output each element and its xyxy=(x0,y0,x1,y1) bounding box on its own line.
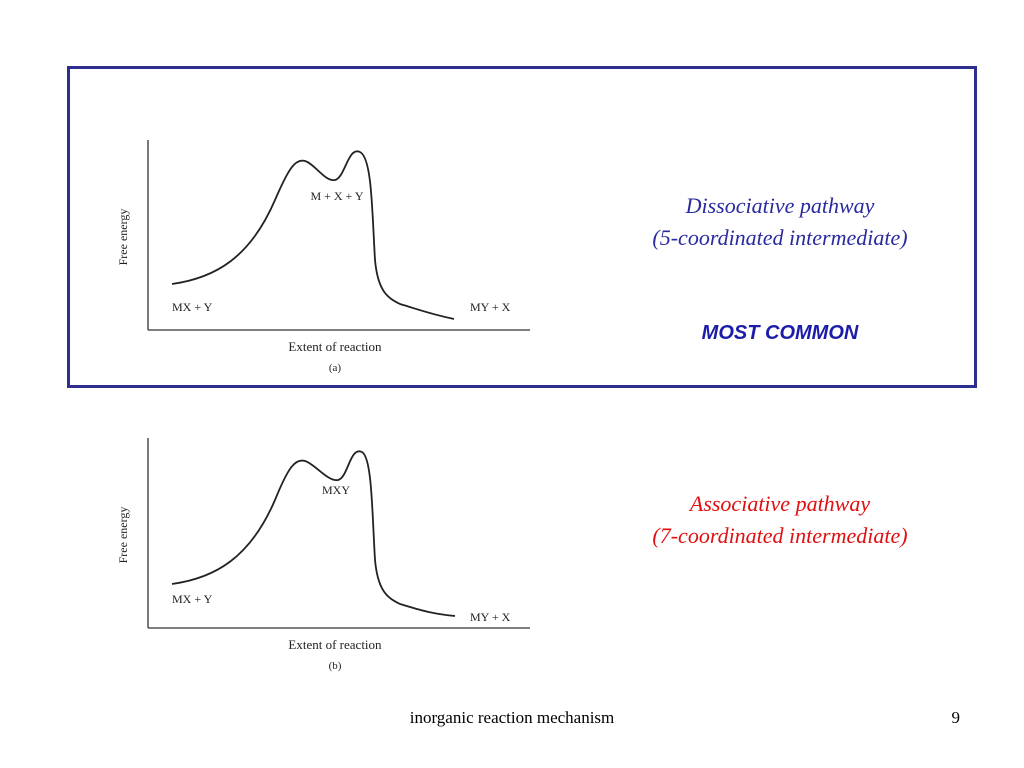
energy-diagram-dissociative: Free energy Extent of reaction (a) MX + … xyxy=(116,140,530,374)
energy-curve xyxy=(171,450,456,617)
dissociative-description: Dissociative pathway (5-coordinated inte… xyxy=(590,190,970,254)
products-label: MY + X xyxy=(470,300,511,314)
energy-diagram-associative: Free energy Extent of reaction (b) MX + … xyxy=(116,438,530,672)
x-axis-label: Extent of reaction xyxy=(288,339,382,354)
reactants-label: MX + Y xyxy=(172,592,213,606)
diagram-sublabel: (a) xyxy=(329,362,342,374)
associative-description: Associative pathway (7-coordinated inter… xyxy=(590,488,970,552)
intermediate-label: M + X + Y xyxy=(310,189,363,203)
pathway-subtitle: (5-coordinated intermediate) xyxy=(652,225,908,250)
x-axis-label: Extent of reaction xyxy=(288,637,382,652)
page-number: 9 xyxy=(951,708,961,727)
intermediate-label: MXY xyxy=(322,483,350,497)
y-axis-label: Free energy xyxy=(116,209,130,266)
highlight-frame xyxy=(67,66,977,388)
pathway-title: Dissociative pathway xyxy=(685,193,875,218)
footer-title: inorganic reaction mechanism xyxy=(409,708,615,727)
reactants-label: MX + Y xyxy=(172,300,213,314)
pathway-subtitle: (7-coordinated intermediate) xyxy=(652,523,908,548)
pathway-title: Associative pathway xyxy=(689,491,871,516)
energy-curve xyxy=(171,150,455,320)
most-common-label: MOST COMMON xyxy=(701,322,859,344)
products-label: MY + X xyxy=(470,610,511,624)
diagram-sublabel: (b) xyxy=(329,660,342,672)
y-axis-label: Free energy xyxy=(116,507,130,564)
